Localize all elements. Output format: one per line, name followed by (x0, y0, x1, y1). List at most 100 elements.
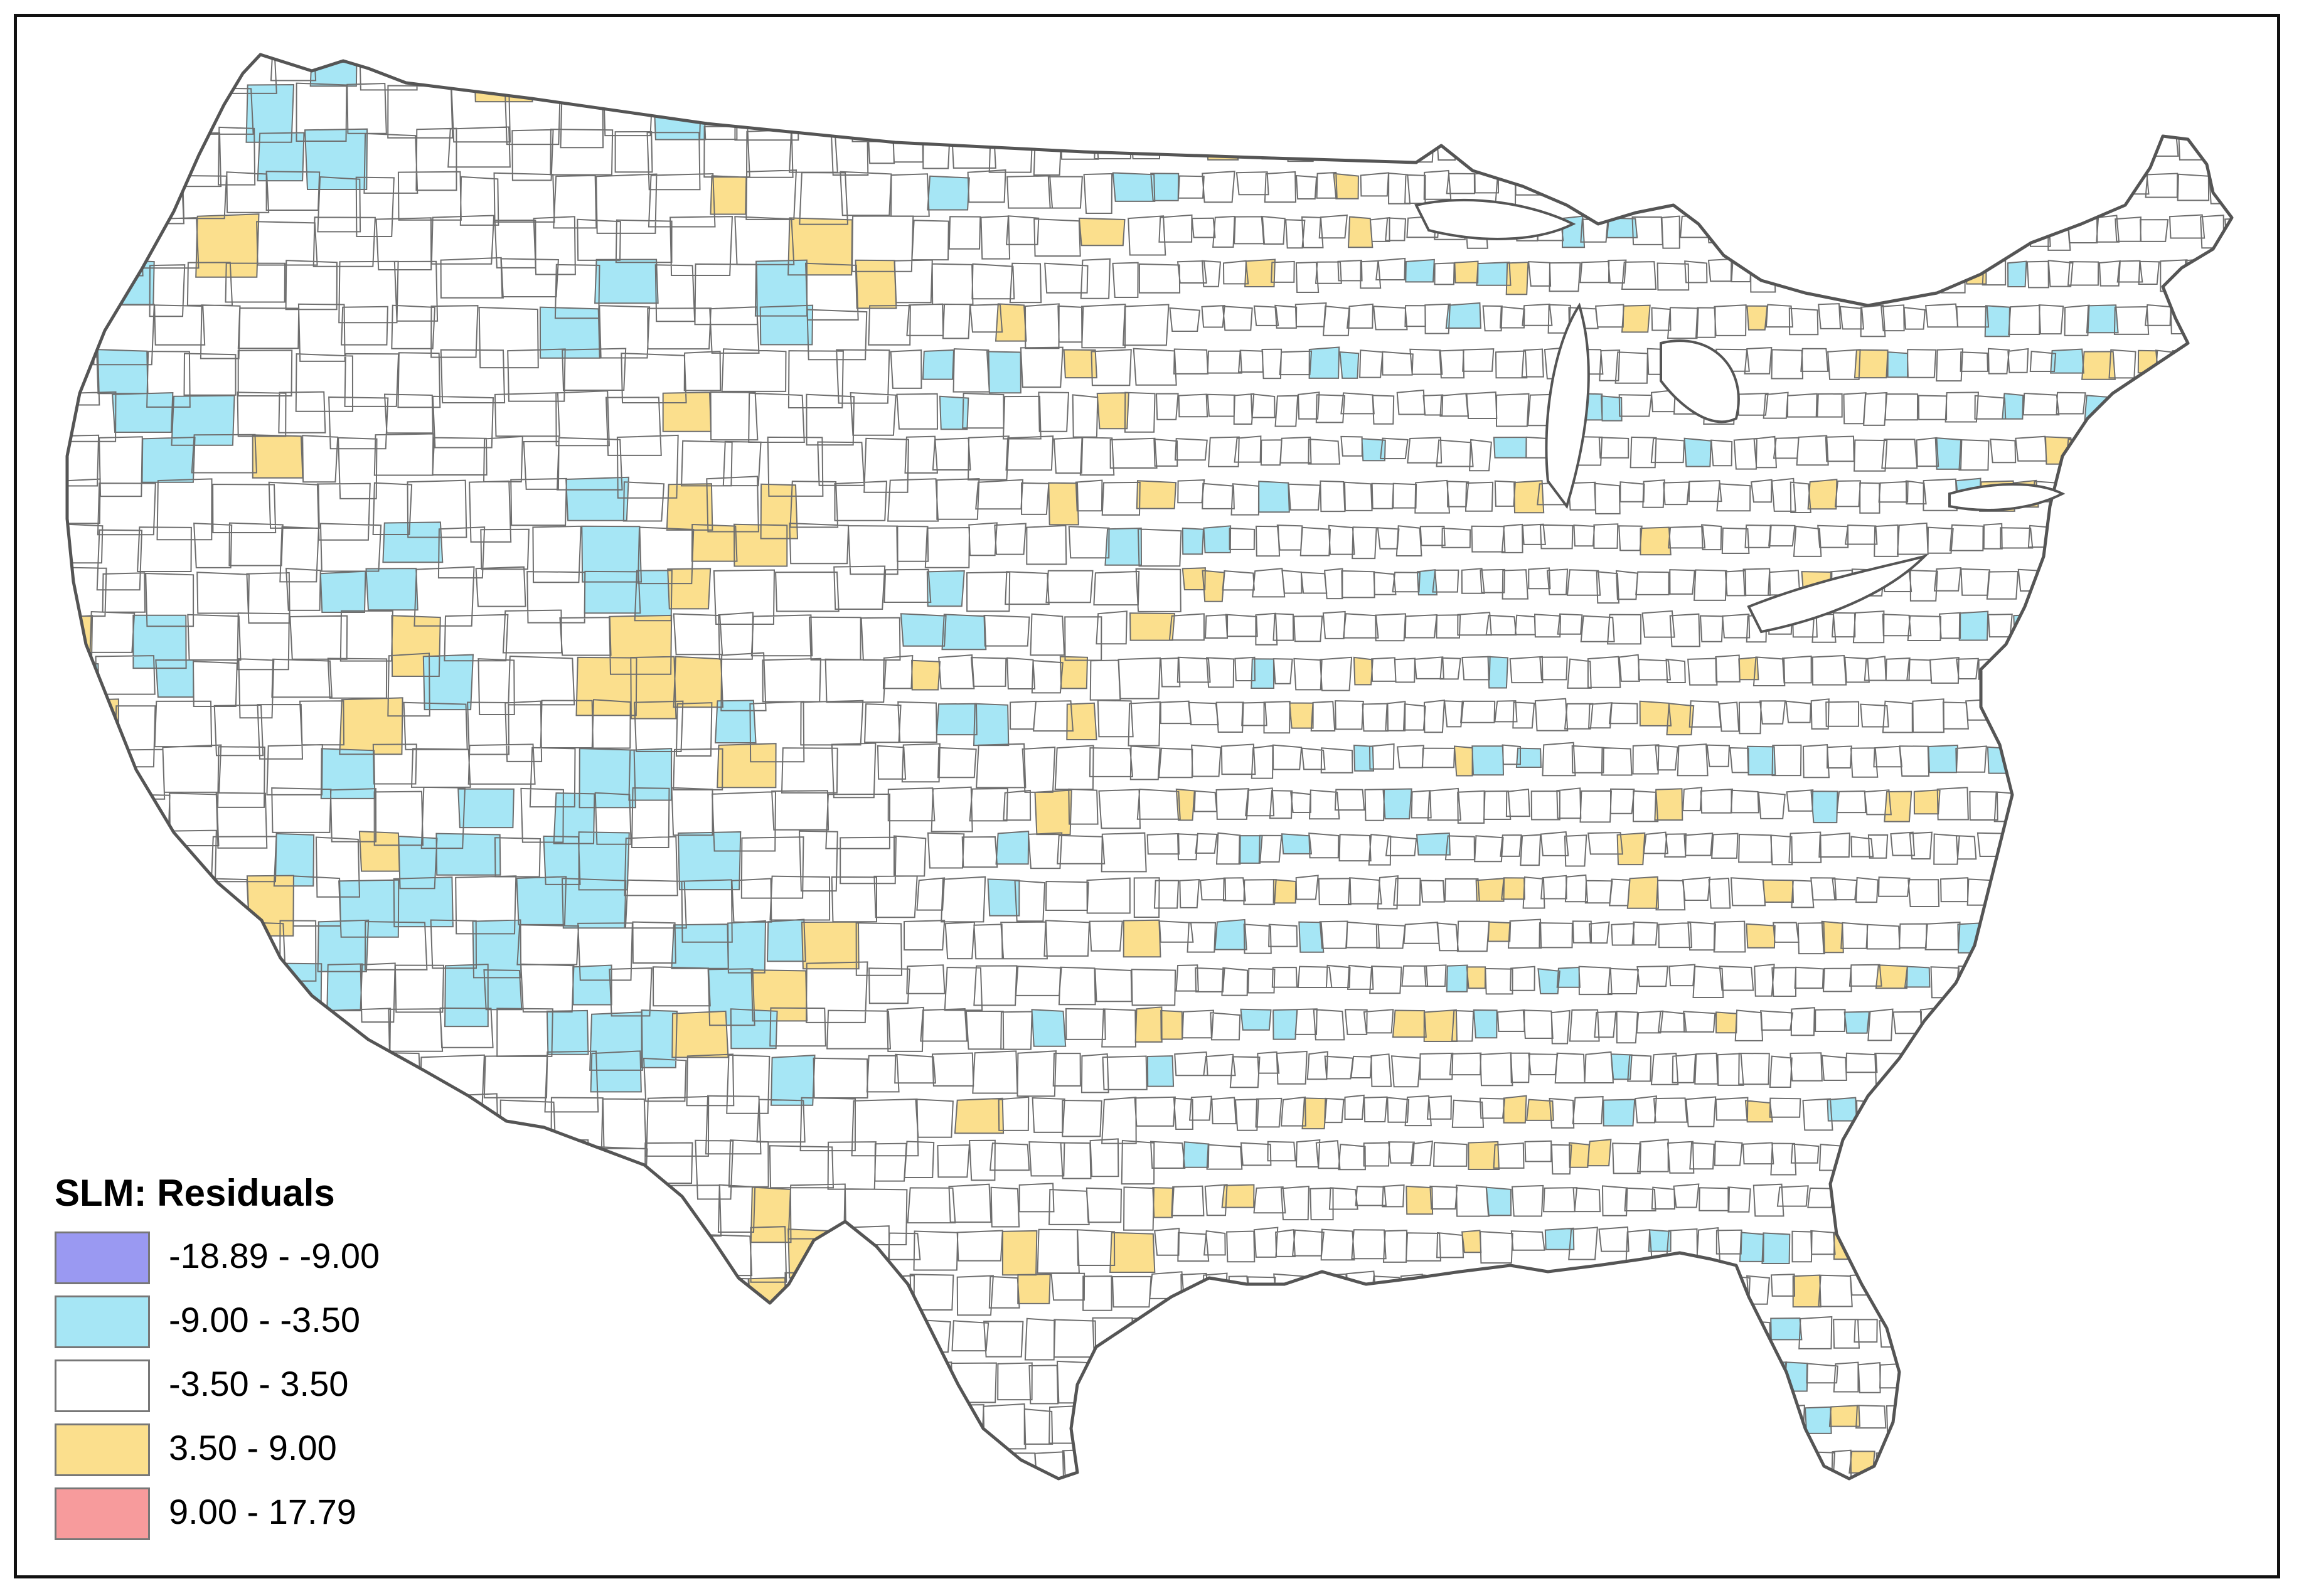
county-polygon (1417, 570, 1437, 595)
county-polygon (771, 1055, 815, 1105)
county-polygon (305, 129, 368, 189)
county-polygon (734, 524, 787, 567)
county-polygon (67, 661, 100, 714)
county-polygon (595, 259, 658, 304)
county-polygon (1282, 834, 1311, 854)
county-polygon (1516, 748, 1541, 767)
county-polygon (537, 1189, 575, 1248)
county-polygon (673, 656, 723, 708)
county-polygon (2016, 790, 2034, 814)
county-polygon (1854, 349, 1888, 378)
county-polygon (590, 1051, 641, 1092)
county-polygon (1681, 82, 1713, 116)
county-polygon (1988, 218, 2008, 250)
county-polygon (988, 879, 1020, 916)
county-polygon (2077, 171, 2096, 198)
county-polygon (1905, 966, 1930, 987)
county-polygon (1624, 1359, 1644, 1389)
county-polygon (1362, 439, 1385, 461)
county-polygon (1240, 1009, 1271, 1030)
legend-swatch (55, 1423, 150, 1476)
county-polygon (2024, 1364, 2044, 1386)
county-polygon (1281, 1317, 1311, 1346)
county-polygon (2138, 1099, 2162, 1122)
county-polygon (1987, 1100, 2012, 1126)
county-polygon (666, 484, 713, 530)
county-polygon (1651, 84, 1683, 105)
county-polygon (585, 1320, 626, 1372)
county-polygon (1622, 305, 1650, 332)
county-polygon (1640, 527, 1671, 555)
county-polygon (1739, 657, 1759, 680)
county-polygon (855, 260, 897, 309)
county-polygon (1048, 482, 1079, 525)
county-polygon (1472, 746, 1503, 775)
county-polygon (1634, 176, 1658, 204)
county-polygon (2014, 748, 2040, 768)
county-polygon (1454, 261, 1478, 283)
county-polygon (1805, 1407, 1832, 1434)
us-outline (65, 53, 2234, 1481)
county-polygon (2131, 439, 2165, 463)
legend: SLM: Residuals -18.89 - -9.00 -9.00 - -3… (37, 1171, 476, 1573)
county-polygon (2086, 305, 2118, 333)
county-polygon (196, 214, 259, 277)
county-polygon (1153, 1188, 1174, 1218)
county-polygon (1484, 1316, 1512, 1338)
county-polygon (1187, 1497, 1210, 1525)
county-polygon (710, 176, 747, 215)
county-polygon (1924, 1230, 1947, 1255)
county-polygon (1340, 352, 1359, 378)
county-polygon (2183, 395, 2217, 420)
county-polygon (142, 437, 195, 482)
county-polygon (1486, 1187, 1512, 1216)
legend-item: -3.50 - 3.50 (55, 1354, 456, 1412)
county-polygon (579, 832, 629, 890)
county-polygon (1468, 1141, 1499, 1169)
county-polygon (1454, 746, 1473, 776)
county-polygon (2235, 440, 2263, 461)
county-polygon (383, 522, 443, 563)
county-polygon (1935, 438, 1962, 469)
legend-title: SLM: Residuals (55, 1172, 335, 1214)
county-polygon (171, 395, 235, 445)
county-polygon (321, 748, 375, 799)
lake-shape (1545, 302, 1590, 509)
county-polygon (1135, 1007, 1162, 1042)
county-polygon (1251, 659, 1274, 688)
county-polygon (801, 922, 859, 969)
county-polygon (1939, 1009, 1960, 1038)
county-polygon (996, 304, 1027, 341)
legend-label: 3.50 - 9.00 (169, 1428, 337, 1467)
lake-shape (1414, 198, 1576, 240)
county-polygon (1176, 789, 1195, 821)
county-polygon (1648, 1230, 1671, 1252)
county-polygon (900, 614, 946, 646)
county-polygon (1406, 259, 1434, 282)
county-polygon (339, 698, 403, 755)
county-polygon (996, 831, 1029, 864)
county-polygon (2002, 393, 2024, 419)
county-polygon (67, 699, 119, 749)
county-polygon (1112, 173, 1155, 201)
county-polygon (2084, 704, 2113, 732)
county-polygon (1902, 218, 1934, 247)
county-polygon (954, 1098, 1004, 1134)
county-polygon (1064, 349, 1097, 378)
county-map (65, 53, 2263, 1525)
county-polygon (1849, 1451, 1875, 1473)
county-polygon (1829, 1405, 1860, 1427)
county-polygon (1273, 1009, 1298, 1040)
county-polygon (631, 656, 676, 719)
county-polygon (1538, 969, 1560, 994)
legend-swatch (55, 1487, 150, 1540)
county-polygon (1462, 1230, 1481, 1253)
county-polygon (2172, 1052, 2195, 1082)
county-polygon (553, 793, 595, 844)
county-polygon (2008, 261, 2027, 287)
county-polygon (359, 831, 400, 871)
county-polygon (252, 435, 303, 478)
county-polygon (987, 351, 1021, 393)
county-polygon (1763, 880, 1793, 902)
county-polygon (648, 1454, 685, 1479)
